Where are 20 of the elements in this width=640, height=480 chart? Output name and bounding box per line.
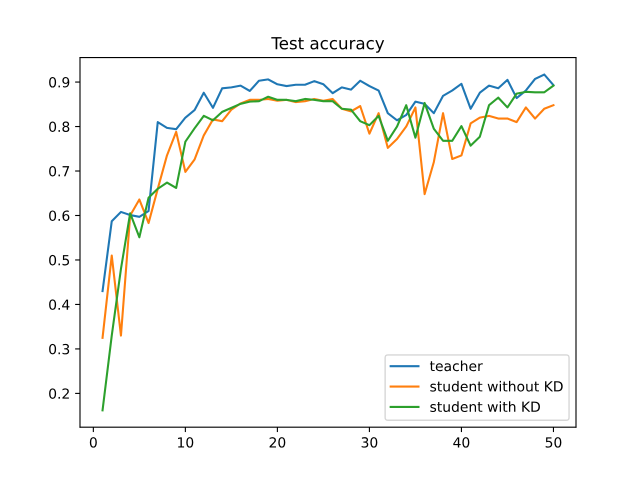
y-tick-label: 0.2 [49,388,69,399]
legend-label: teacher [430,360,483,372]
chart-title: Test accuracy [271,37,384,53]
y-tick-label: 0.6 [49,210,70,221]
y-tick-label: 0.4 [49,299,70,310]
y-tick-label: 0.3 [49,344,70,354]
y-tick-label: 0.7 [49,166,70,176]
y-tick-label: 0.5 [49,254,70,266]
x-tick-label: 30 [362,437,378,448]
x-tick-label: 10 [178,437,194,448]
legend-label: student with KD [430,401,540,412]
line-series [102,98,554,339]
x-tick-label: 40 [453,437,470,448]
legend-label: student without KD [430,380,563,392]
x-tick-label: 20 [270,437,286,448]
x-tick-label: 0 [90,437,97,448]
x-tick-label: 50 [546,437,562,448]
y-tick-label: 0.9 [49,77,70,88]
y-tick-label: 0.8 [49,122,70,132]
line-series [102,73,554,292]
